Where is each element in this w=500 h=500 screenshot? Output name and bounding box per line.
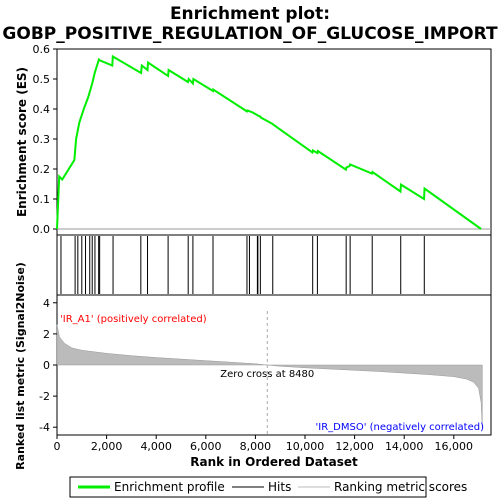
es-y-tick-label: 0.1 (33, 193, 51, 206)
x-tick-label: 4,000 (140, 440, 172, 453)
hit-marks (60, 236, 425, 294)
legend-hits-label: Hits (268, 480, 291, 494)
es-y-tick-label: 0.5 (33, 73, 51, 86)
es-y-axis: 0.0 0.1 0.2 0.3 0.4 0.5 0.6 (33, 43, 57, 236)
es-y-tick-label: 0.4 (33, 103, 51, 116)
es-y-tick-label: 0.6 (33, 43, 51, 56)
metric-y-axis-title: Ranked list metric (Signal2Noise) (14, 262, 27, 470)
es-y-tick-label: 0.2 (33, 163, 51, 176)
es-panel-frame (56, 48, 492, 236)
es-y-tick-label: 0.3 (33, 133, 51, 146)
x-axis: 0 2,000 4,000 6,000 8,000 10,000 12,000 14,000 1… (54, 435, 474, 453)
chart-subtitle: GOBP_POSITIVE_REGULATION_OF_GLUCOSE_IMPO… (2, 24, 498, 44)
x-axis-title: Rank in Ordered Dataset (190, 455, 358, 469)
zero-cross-label: Zero cross at 8480 (220, 369, 314, 380)
es-line (56, 54, 482, 230)
enrichment-profile-line (56, 54, 482, 230)
es-y-axis-title: Enrichment score (ES) (15, 67, 29, 217)
legend: Enrichment profile Hits Ranking metric s… (69, 476, 467, 498)
metric-y-tick-label: 0 (43, 359, 50, 372)
metric-y-tick-label: 2 (43, 328, 50, 341)
x-tick-label: 0 (54, 440, 61, 453)
hits-panel-frame (56, 234, 492, 296)
legend-enrichment-label: Enrichment profile (114, 480, 225, 494)
legend-metric-label: Ranking metric scores (334, 480, 467, 494)
es-y-tick-label: 0.0 (33, 223, 51, 236)
metric-area (56, 311, 483, 435)
metric-y-tick-label: -2 (39, 390, 50, 403)
negative-label: 'IR_DMSO' (negatively correlated) (316, 422, 485, 433)
x-tick-label: 14,000 (385, 440, 424, 453)
x-tick-label: 16,000 (435, 440, 474, 453)
x-tick-label: 12,000 (335, 440, 374, 453)
ranking-metric-area (56, 324, 483, 431)
x-tick-label: 8,000 (240, 440, 272, 453)
positive-label: 'IR_A1' (positively correlated) (60, 314, 207, 325)
x-tick-label: 10,000 (286, 440, 325, 453)
metric-y-axis: 4 2 0 -2 -4 (39, 297, 57, 434)
chart-title: Enrichment plot: (170, 4, 330, 24)
x-tick-label: 2,000 (91, 440, 123, 453)
metric-y-tick-label: 4 (43, 297, 50, 310)
metric-y-tick-label: -4 (39, 421, 50, 434)
x-tick-label: 6,000 (190, 440, 222, 453)
